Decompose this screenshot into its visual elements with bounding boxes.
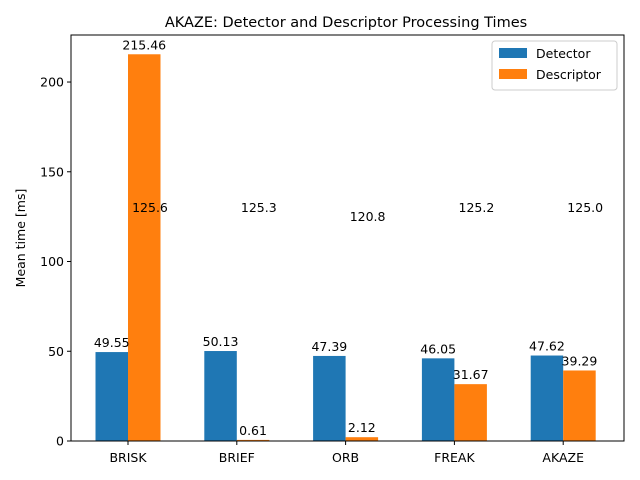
- value-label-descriptor-freak: 31.67: [453, 367, 489, 382]
- x-tick-label-orb: ORB: [332, 450, 359, 465]
- bar-detector-akaze: [530, 355, 564, 441]
- legend-label-detector: Detector: [536, 46, 591, 61]
- y-tick-label-100: 100: [40, 254, 64, 269]
- value-label-descriptor-akaze: 39.29: [562, 353, 598, 368]
- annotation-brisk: 125.6: [132, 200, 168, 215]
- legend-swatch-descriptor: [499, 69, 527, 79]
- y-axis-label: Mean time [ms]: [13, 189, 28, 288]
- bar-descriptor-brief: [236, 439, 270, 441]
- bar-detector-brisk: [95, 352, 128, 441]
- bar-detector-brief: [204, 351, 237, 441]
- bar-detector-freak: [421, 358, 455, 441]
- value-label-descriptor-brief: 0.61: [239, 423, 267, 438]
- value-labels-group: 49.55 215.46 50.13 0.61 47.39 2.12 46.05 31.67 4…: [94, 37, 598, 438]
- annotation-brief: 125.3: [241, 200, 277, 215]
- annotations-group: 125.6 125.3 120.8 125.2 125.0: [132, 200, 603, 224]
- axes-group: 0 50 100 150 200 BRISK BRIEF ORB FREAK AKAZE: [40, 34, 625, 465]
- legend-label-descriptor: Descriptor: [536, 67, 602, 82]
- annotation-akaze: 125.0: [567, 200, 603, 215]
- y-tick-label-200: 200: [40, 75, 64, 90]
- value-label-detector-brisk: 49.55: [94, 335, 130, 350]
- x-tick-label-brisk: BRISK: [109, 450, 147, 465]
- y-tick-label-150: 150: [40, 164, 64, 179]
- value-label-descriptor-orb: 2.12: [348, 420, 376, 435]
- y-tick-label-50: 50: [48, 344, 64, 359]
- bar-descriptor-freak: [454, 384, 487, 441]
- y-tick-label-0: 0: [56, 434, 64, 449]
- chart-title: AKAZE: Detector and Descriptor Processin…: [165, 15, 527, 31]
- bar-descriptor-brisk: [128, 54, 161, 442]
- x-tick-label-freak: FREAK: [434, 450, 475, 465]
- bar-detector-orb: [313, 355, 346, 441]
- legend-swatch-detector: [499, 48, 527, 58]
- value-label-descriptor-brisk: 215.46: [122, 37, 166, 52]
- value-label-detector-akaze: 47.62: [529, 339, 565, 354]
- x-tick-label-brief: BRIEF: [219, 450, 255, 465]
- x-tick-label-akaze: AKAZE: [542, 450, 584, 465]
- annotation-orb: 120.8: [350, 209, 386, 224]
- bars-group: [95, 54, 596, 442]
- value-label-detector-orb: 47.39: [311, 339, 347, 354]
- annotation-freak: 125.2: [459, 200, 495, 215]
- value-label-detector-freak: 46.05: [420, 341, 456, 356]
- plot-frame: [70, 34, 625, 442]
- bar-descriptor-akaze: [563, 370, 596, 441]
- bar-descriptor-orb: [345, 437, 379, 441]
- value-label-detector-brief: 50.13: [203, 334, 239, 349]
- legend: Detector Descriptor: [491, 40, 618, 91]
